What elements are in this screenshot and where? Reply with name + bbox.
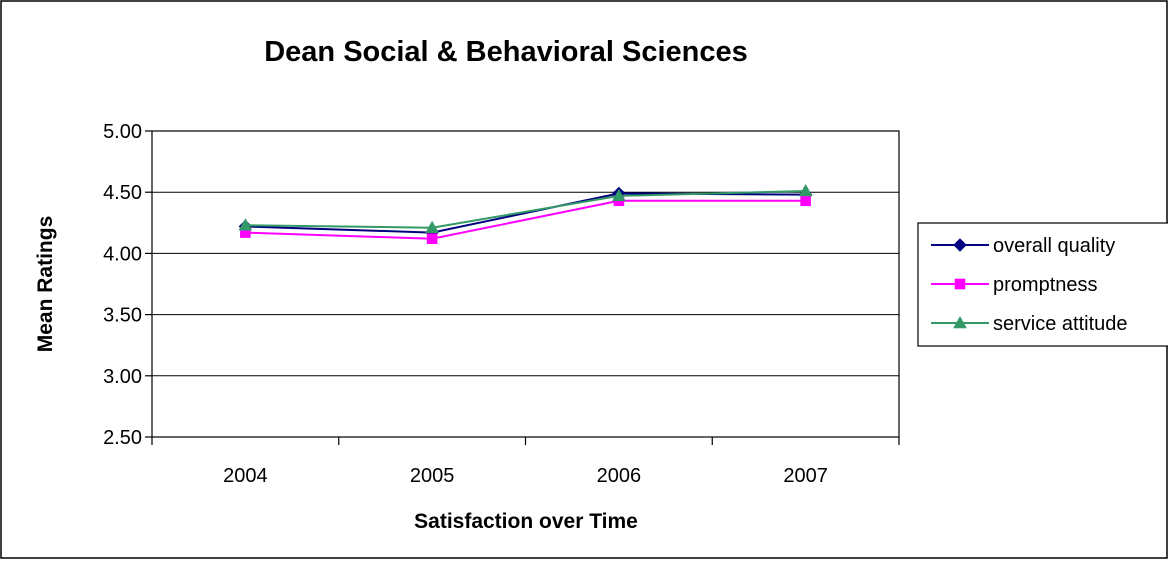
x-tick-label-2005: 2005 bbox=[410, 465, 455, 487]
x-tick-label-2007: 2007 bbox=[783, 465, 828, 487]
x-axis: 2004 2005 2006 2007 bbox=[151, 437, 900, 487]
y-axis: 2.50 3.00 3.50 4.00 4.50 5.00 bbox=[103, 121, 152, 449]
chart-title: Dean Social & Behavioral Sciences bbox=[264, 36, 748, 68]
x-axis-title: Satisfaction over Time bbox=[414, 510, 638, 533]
series-lines bbox=[238, 183, 813, 245]
legend-marker-promptness bbox=[954, 278, 966, 290]
grid-lines bbox=[152, 191, 899, 377]
point-promptness-2005 bbox=[426, 233, 438, 245]
legend-marker-service-attitude bbox=[953, 315, 967, 329]
y-tick-label-4.00: 4.00 bbox=[103, 243, 142, 265]
y-tick-label-5.00: 5.00 bbox=[103, 121, 142, 143]
legend-label-promptness: promptness bbox=[993, 274, 1098, 296]
point-promptness-2007 bbox=[800, 195, 811, 207]
legend-label-service-attitude: service attitude bbox=[993, 313, 1128, 335]
y-tick-label-3.00: 3.00 bbox=[103, 366, 142, 388]
legend: overall quality promptness service attitud… bbox=[917, 222, 1168, 347]
x-tick-label-2006: 2006 bbox=[597, 465, 642, 487]
series-line-service-attitude bbox=[245, 189, 806, 229]
point-service-attitude-2004 bbox=[238, 218, 253, 231]
legend-label-overall-quality: overall quality bbox=[993, 235, 1115, 257]
point-service-attitude-2007 bbox=[798, 183, 813, 197]
x-tick-label-2004: 2004 bbox=[223, 465, 268, 487]
legend-marker-overall-quality bbox=[953, 238, 967, 252]
y-tick-label-2.50: 2.50 bbox=[103, 427, 142, 449]
point-service-attitude-2005 bbox=[425, 220, 439, 233]
y-axis-title: Mean Ratings bbox=[34, 216, 57, 353]
point-service-attitude-2006 bbox=[612, 188, 626, 202]
series-line-promptness bbox=[245, 199, 806, 240]
y-tick-label-3.50: 3.50 bbox=[103, 305, 142, 327]
y-tick-label-4.50: 4.50 bbox=[103, 182, 142, 204]
